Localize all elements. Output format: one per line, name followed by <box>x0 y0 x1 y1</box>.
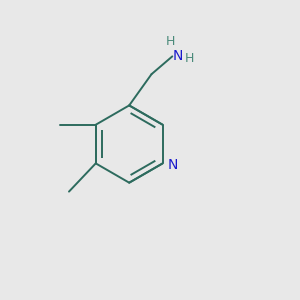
Text: H: H <box>185 52 194 65</box>
Text: N: N <box>168 158 178 172</box>
Text: N: N <box>172 50 183 63</box>
Text: H: H <box>166 35 176 48</box>
